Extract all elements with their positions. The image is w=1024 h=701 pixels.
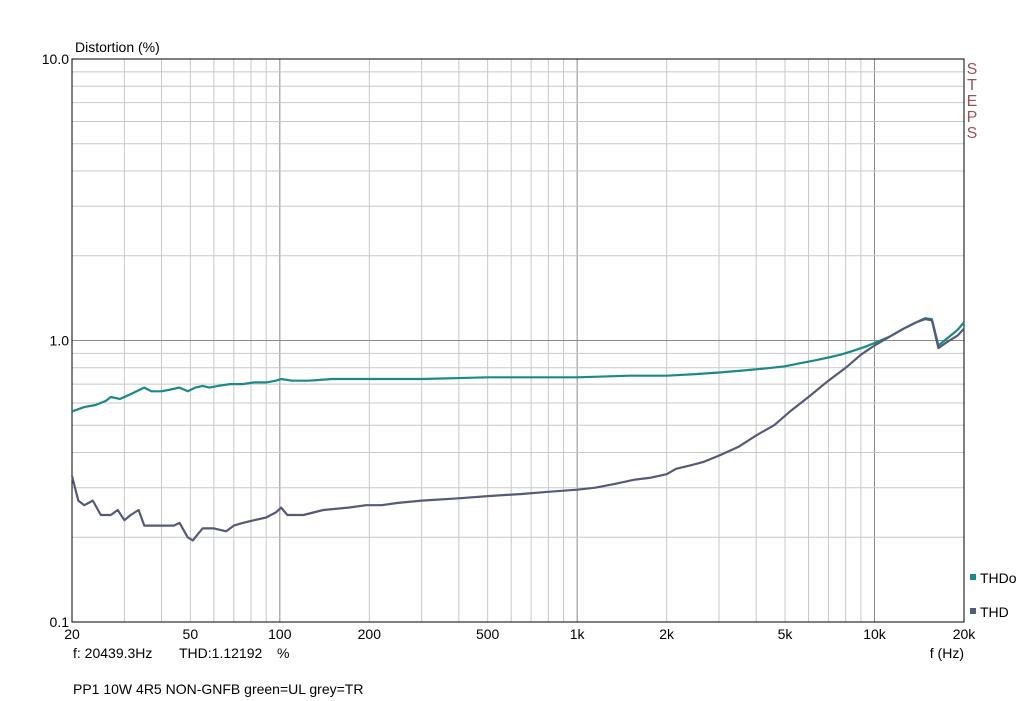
cursor-thd-readout: THD:1.12192 <box>179 645 263 661</box>
x-tick-label: 50 <box>183 626 199 642</box>
x-tick-label: 500 <box>476 626 500 642</box>
side-label-letter: S <box>967 125 978 142</box>
x-axis-label: f (Hz) <box>930 645 964 661</box>
x-tick-label: 10k <box>863 626 887 642</box>
side-label-letter: E <box>967 93 978 110</box>
x-tick-label: 2k <box>659 626 675 642</box>
y-tick-label: 1.0 <box>50 333 70 349</box>
x-tick-label: 200 <box>358 626 382 642</box>
chart-caption: PP1 10W 4R5 NON-GNFB green=UL grey=TR <box>73 681 364 697</box>
side-label-letter: T <box>967 77 977 94</box>
legend-swatch-thdo <box>970 574 976 580</box>
cursor-unit-readout: % <box>277 645 290 661</box>
y-tick-label: 10.0 <box>42 51 69 67</box>
legend-label-thdo: THDo <box>980 570 1017 586</box>
plot-frame <box>71 58 965 623</box>
x-tick-label: 5k <box>778 626 794 642</box>
x-tick-label: 100 <box>268 626 292 642</box>
cursor-frequency-readout: f: 20439.3Hz <box>73 645 153 661</box>
x-tick-label: 20k <box>953 626 977 642</box>
side-label-letter: S <box>967 61 978 78</box>
legend-label-thd: THD <box>980 604 1009 620</box>
series-line-thdo <box>71 317 965 413</box>
y-tick-label: 0.1 <box>50 614 70 630</box>
series-line-thd <box>70 318 965 542</box>
x-tick-label: 1k <box>570 626 586 642</box>
x-tick-label: 20 <box>64 626 80 642</box>
legend-swatch-thd <box>970 608 976 614</box>
y-axis-label: Distortion (%) <box>75 39 160 55</box>
side-label-letter: P <box>967 109 978 126</box>
